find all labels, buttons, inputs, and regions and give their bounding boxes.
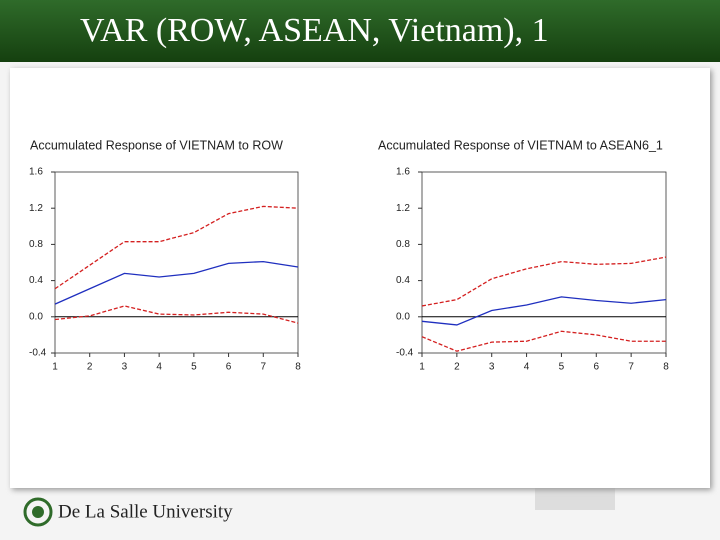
logo [23,497,53,527]
footer-text: De La Salle University [58,501,233,522]
plot-frame [54,171,299,354]
y-tick-label: 0.0 [396,311,410,322]
series-line [421,256,667,307]
y-tick-label: 1.6 [29,167,43,178]
header-bar [0,0,720,62]
x-tick-label: 4 [524,362,530,373]
x-tick-label: 4 [156,362,162,373]
x-tick-label: 1 [419,362,425,373]
y-tick-label: 1.2 [396,203,410,214]
series-line [54,305,299,324]
x-tick-label: 5 [559,362,565,373]
x-tick-label: 2 [87,362,93,373]
y-tick-label: 0.4 [396,275,410,286]
x-tick-label: 6 [594,362,600,373]
y-tick-label: -0.4 [396,348,414,359]
y-tick-label: 0.4 [29,275,43,286]
series-line [421,296,667,326]
x-tick-label: 8 [663,362,669,373]
x-tick-label: 3 [489,362,495,373]
x-tick-label: 8 [295,362,301,373]
x-tick-label: 6 [226,362,232,373]
x-tick-label: 3 [122,362,128,373]
chart-title: Accumulated Response of VIETNAM to ROW [30,138,283,152]
series-line [421,330,666,352]
x-tick-label: 7 [628,362,634,373]
y-tick-label: 1.2 [29,203,43,214]
slide-title: VAR (ROW, ASEAN, Vietnam), 1 [80,12,549,49]
y-tick-label: -0.4 [29,348,47,359]
y-tick-label: 0.8 [29,239,43,250]
y-tick-label: 0.8 [396,239,410,250]
chart-title: Accumulated Response of VIETNAM to ASEAN… [378,138,663,152]
series-line [54,260,299,305]
series-line [54,205,299,290]
plot-frame [421,171,667,354]
x-tick-label: 2 [454,362,460,373]
x-tick-label: 1 [52,362,58,373]
y-tick-label: 0.0 [29,311,43,322]
x-tick-label: 7 [261,362,267,373]
x-tick-label: 5 [191,362,197,373]
logo-center [32,506,44,518]
content-panel [10,68,710,488]
y-tick-label: 1.6 [396,167,410,178]
